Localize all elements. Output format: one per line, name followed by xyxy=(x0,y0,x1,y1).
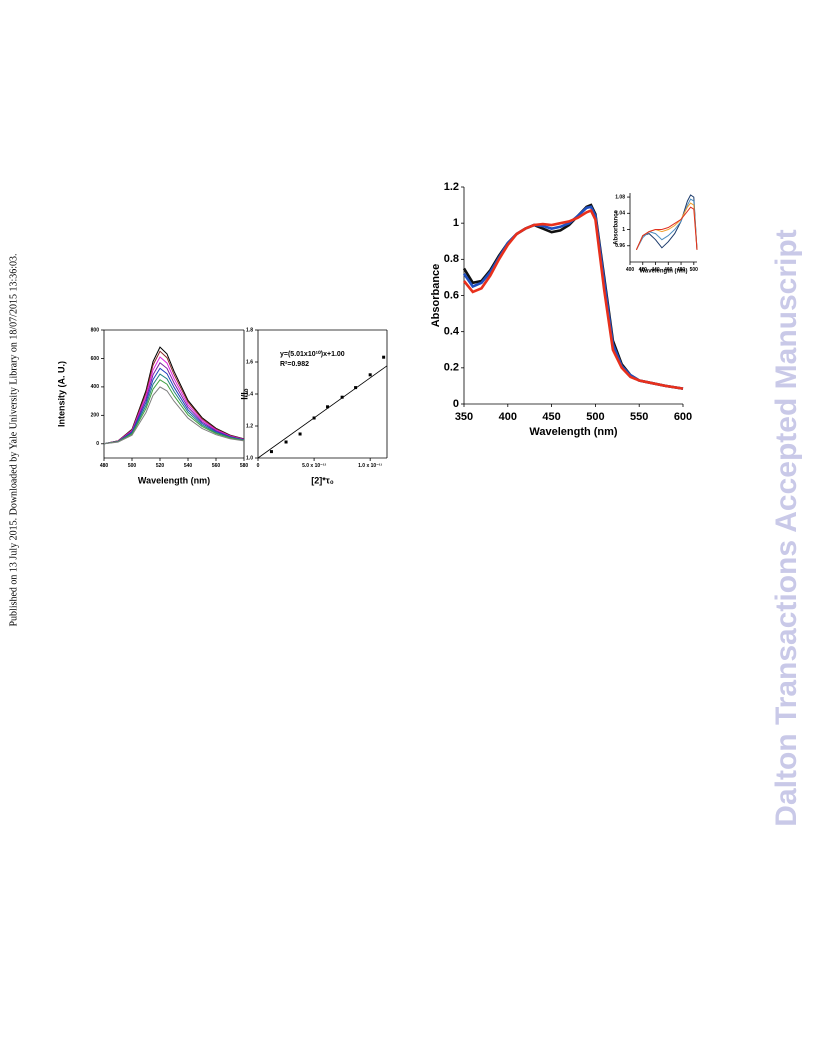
y-tick-label: 1.2 xyxy=(246,423,253,429)
data-point xyxy=(312,416,316,420)
x-tick-label: 420 xyxy=(639,267,648,273)
x-axis-title: Wavelength (nm) xyxy=(138,475,210,485)
y-tick-label: 0.6 xyxy=(444,289,459,301)
y-tick-label: 1.0 xyxy=(246,455,253,461)
spectrum-line xyxy=(103,386,245,445)
x-tick-label: 480 xyxy=(677,267,686,273)
y-tick-label: 1 xyxy=(453,217,459,229)
y-tick-label: 0.8 xyxy=(444,253,459,265)
y-tick-label: 0 xyxy=(96,441,99,447)
data-point xyxy=(284,440,288,444)
y-tick-label: 1 xyxy=(622,227,625,233)
x-tick-label: 1.0 x 10⁻¹¹ xyxy=(358,463,382,469)
y-tick-label: 400 xyxy=(91,384,100,390)
spectrum-line xyxy=(462,208,684,390)
fit-annotation: R²=0.982 xyxy=(280,361,309,368)
y-axis-title: Absorbance xyxy=(430,264,442,328)
y-tick-label: 200 xyxy=(91,413,100,419)
x-tick-label: 550 xyxy=(630,411,648,423)
x-axis-title: Wavelength (nm) xyxy=(639,269,687,275)
y-tick-label: 1.8 xyxy=(246,327,253,333)
y-axis-title: I/I₀ xyxy=(239,388,249,400)
watermark: Dalton Transactions Accepted Manuscript xyxy=(770,229,803,826)
x-axis-title: [2]*τ₀ xyxy=(311,475,334,485)
sidebar-note: Published on 13 July 2015. Downloaded by… xyxy=(8,253,19,626)
y-axis-title: Intensity (A. U.) xyxy=(56,361,66,427)
data-point xyxy=(382,355,386,359)
x-tick-label: 520 xyxy=(156,463,165,469)
data-point xyxy=(340,395,344,399)
x-axis-title: Wavelength (nm) xyxy=(529,426,618,438)
y-axis-title: Absorbance xyxy=(614,210,620,245)
x-tick-label: 500 xyxy=(128,463,137,469)
data-point xyxy=(326,405,330,409)
y-tick-label: 600 xyxy=(91,356,100,362)
spectrum-line xyxy=(103,350,245,445)
x-tick-label: 540 xyxy=(184,463,193,469)
x-tick-label: 5.0 x 10⁻¹² xyxy=(302,463,326,469)
y-tick-label: 1.6 xyxy=(246,359,253,365)
x-tick-label: 460 xyxy=(664,267,673,273)
spectrum-line xyxy=(635,194,698,251)
spectrum-line xyxy=(462,203,684,390)
y-tick-label: 1.04 xyxy=(615,211,625,217)
y-tick-label: 0 xyxy=(453,398,459,410)
x-tick-label: 500 xyxy=(690,267,699,273)
y-tick-label: 1.2 xyxy=(444,181,459,193)
x-tick-label: 440 xyxy=(651,267,660,273)
y-tick-label: 1.4 xyxy=(246,391,253,397)
fit-annotation: y=(5.01x10¹⁰)x+1.00 xyxy=(280,350,345,358)
x-tick-label: 480 xyxy=(100,463,109,469)
y-tick-label: 0.4 xyxy=(444,326,460,338)
y-tick-label: 1.08 xyxy=(615,194,625,200)
x-tick-label: 500 xyxy=(586,411,604,423)
x-tick-label: 400 xyxy=(626,267,635,273)
x-tick-label: 580 xyxy=(240,463,249,469)
x-tick-label: 450 xyxy=(542,411,560,423)
y-tick-label: 0.2 xyxy=(444,362,459,374)
x-tick-label: 0 xyxy=(257,463,260,469)
y-tick-label: 0.96 xyxy=(615,243,625,249)
x-tick-label: 350 xyxy=(455,411,473,423)
fit-line xyxy=(257,365,388,459)
spectrum-line xyxy=(103,379,245,445)
x-tick-label: 600 xyxy=(674,411,692,423)
data-point xyxy=(269,450,273,454)
spectrum-line xyxy=(635,206,698,251)
data-point xyxy=(368,373,372,377)
x-tick-label: 400 xyxy=(499,411,517,423)
x-tick-label: 560 xyxy=(212,463,221,469)
data-point xyxy=(298,432,302,436)
y-tick-label: 800 xyxy=(91,327,100,333)
data-point xyxy=(354,386,358,390)
